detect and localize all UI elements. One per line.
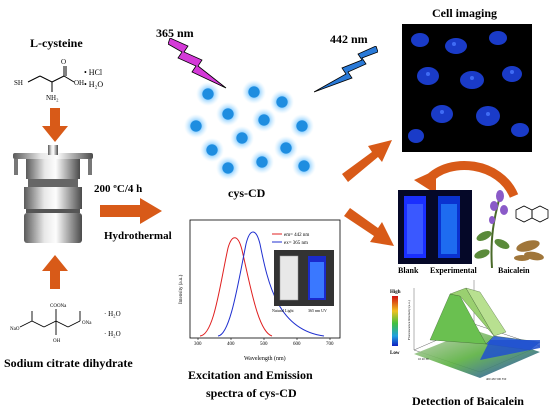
svg-text:COONa: COONa bbox=[50, 304, 67, 309]
spectra-ylabel: Intensity (a.u.) bbox=[179, 274, 184, 304]
svg-text:OH: OH bbox=[53, 339, 61, 344]
vial-uv-label: 365 nm UV bbox=[308, 308, 327, 313]
arrow-down-right-icon bbox=[344, 208, 394, 246]
legend-ex: ex= 365 nm bbox=[284, 241, 308, 246]
arrow-up-icon bbox=[42, 255, 68, 289]
sh-group: SH bbox=[14, 79, 23, 87]
svg-text:ONa: ONa bbox=[82, 321, 92, 326]
detection-label: Detection of Baicalein bbox=[412, 394, 524, 408]
spectra-xtick: 600 bbox=[293, 342, 301, 347]
spectra-xtick: 400 bbox=[227, 342, 235, 347]
detection-surface-plot: High Low Fluorescence Intensity (a.u.) 1… bbox=[390, 280, 541, 381]
colorbar-high: High bbox=[390, 290, 401, 295]
cys-cd-label: cys-CD bbox=[228, 186, 266, 200]
h2o-b-label: · H₂O bbox=[104, 330, 121, 338]
sodium-citrate-structure: NaO ONa OH COONa bbox=[10, 304, 92, 344]
autoclave-icon bbox=[13, 145, 93, 243]
vial-natural-label: Natural Light bbox=[272, 308, 295, 313]
condition-label: 200 ºC/4 h bbox=[94, 183, 143, 195]
emission-curve bbox=[217, 231, 325, 337]
carbonyl-o: O bbox=[61, 58, 66, 66]
spectra-xtick: 700 bbox=[326, 342, 334, 347]
svg-text:10 20 30: 10 20 30 bbox=[418, 357, 429, 361]
h2o-label: • H₂O bbox=[84, 80, 104, 89]
spectra-caption-line2: spectra of cys-CD bbox=[206, 386, 297, 400]
curved-arrow-icon bbox=[414, 161, 519, 198]
sodium-citrate-label: Sodium citrate dihydrate bbox=[4, 356, 133, 370]
spectra-caption-line1: Excitation and Emission bbox=[188, 368, 313, 382]
emission-bolt-icon bbox=[314, 46, 378, 93]
arrow-up-right-icon bbox=[342, 140, 392, 182]
excitation-curve bbox=[199, 237, 273, 337]
spectra-chart: Intensity (a.u.) Wavelength (nm) 300 400 5… bbox=[179, 219, 341, 362]
experimental-label: Experimental bbox=[430, 266, 477, 275]
emit-442-label: 442 nm bbox=[330, 32, 368, 46]
oh-group: OH bbox=[74, 79, 84, 87]
cell-imaging-micrograph bbox=[402, 24, 532, 152]
baicalein-label: Baicalein bbox=[498, 266, 530, 275]
carbon-dots-illustration bbox=[184, 80, 316, 180]
h2o-a-label: · H₂O bbox=[104, 310, 121, 318]
hcl-label: • HCl bbox=[84, 68, 103, 77]
l-cysteine-label: L-cysteine bbox=[30, 36, 83, 50]
cuvettes-photo bbox=[398, 190, 472, 264]
baicalein-plant-icon bbox=[474, 190, 549, 268]
spectra-xlabel: Wavelength (nm) bbox=[244, 355, 286, 362]
uv-bolt-icon bbox=[168, 38, 227, 89]
legend-em: em= 442 nm bbox=[284, 233, 309, 238]
cell-imaging-label: Cell imaging bbox=[432, 6, 497, 20]
colorbar-low: Low bbox=[390, 351, 400, 356]
blank-label: Blank bbox=[398, 266, 419, 275]
svg-text:400 450 500 550: 400 450 500 550 bbox=[486, 377, 507, 381]
nh2-group: NH₂ bbox=[46, 94, 59, 102]
l-cysteine-structure: SH NH₂ O OH bbox=[14, 58, 84, 102]
svg-text:NaO: NaO bbox=[10, 327, 20, 332]
arrow-down-icon bbox=[42, 108, 68, 142]
arrow-right-icon bbox=[100, 198, 162, 224]
uv-365-label: 365 nm bbox=[156, 26, 194, 40]
spectra-xtick: 500 bbox=[260, 342, 268, 347]
hydrothermal-label: Hydrothermal bbox=[104, 230, 172, 242]
spectra-xtick: 300 bbox=[194, 342, 202, 347]
surface-zlabel: Fluorescence Intensity (a.u.) bbox=[407, 299, 411, 340]
